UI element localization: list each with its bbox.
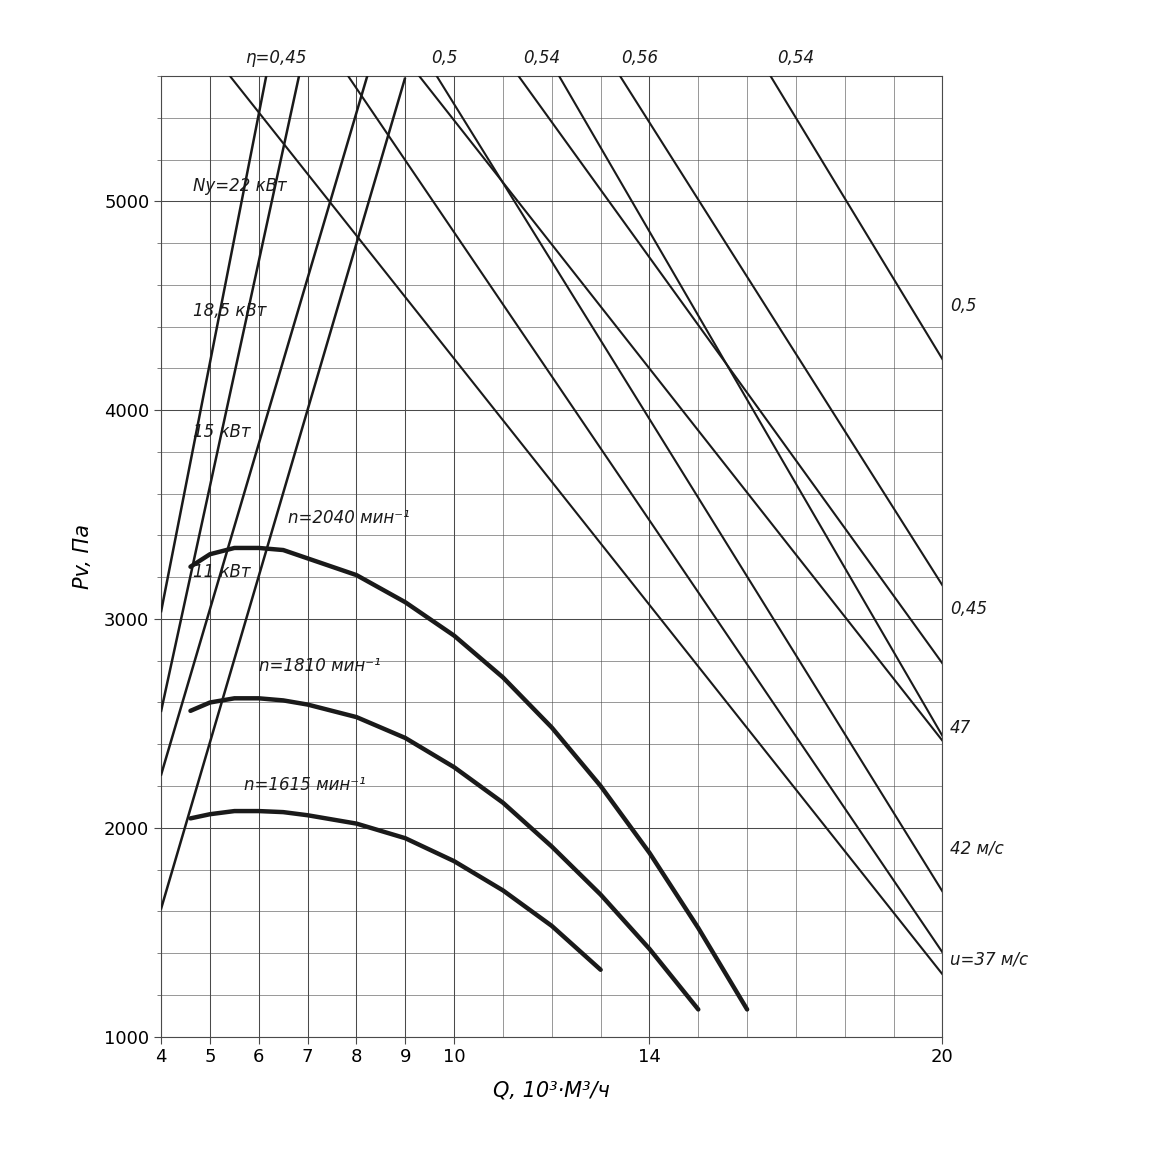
Text: n=1615 мин⁻¹: n=1615 мин⁻¹	[244, 776, 365, 794]
Text: 0,5: 0,5	[950, 297, 977, 315]
Text: 0,56: 0,56	[621, 49, 658, 67]
Text: 11 кВт: 11 кВт	[193, 564, 251, 581]
Y-axis label: Pv, Па: Pv, Па	[73, 524, 93, 589]
Text: n=1810 мин⁻¹: n=1810 мин⁻¹	[259, 657, 380, 675]
Text: 0,54: 0,54	[777, 49, 814, 67]
Text: 42 м/с: 42 м/с	[950, 839, 1003, 858]
Text: 0,54: 0,54	[523, 49, 560, 67]
Text: η=0,45: η=0,45	[245, 49, 306, 67]
Text: 15 кВт: 15 кВт	[193, 424, 251, 441]
Text: Ny=22 кВт: Ny=22 кВт	[193, 177, 287, 195]
Text: u=37 м/с: u=37 м/с	[950, 950, 1028, 969]
Text: 0,5: 0,5	[432, 49, 458, 67]
X-axis label: Q, 10³·М³/ч: Q, 10³·М³/ч	[493, 1080, 610, 1100]
Text: 18,5 кВт: 18,5 кВт	[193, 302, 267, 321]
Text: 0,45: 0,45	[950, 600, 987, 618]
Text: 47: 47	[950, 718, 971, 736]
Text: n=2040 мин⁻¹: n=2040 мин⁻¹	[288, 508, 409, 527]
